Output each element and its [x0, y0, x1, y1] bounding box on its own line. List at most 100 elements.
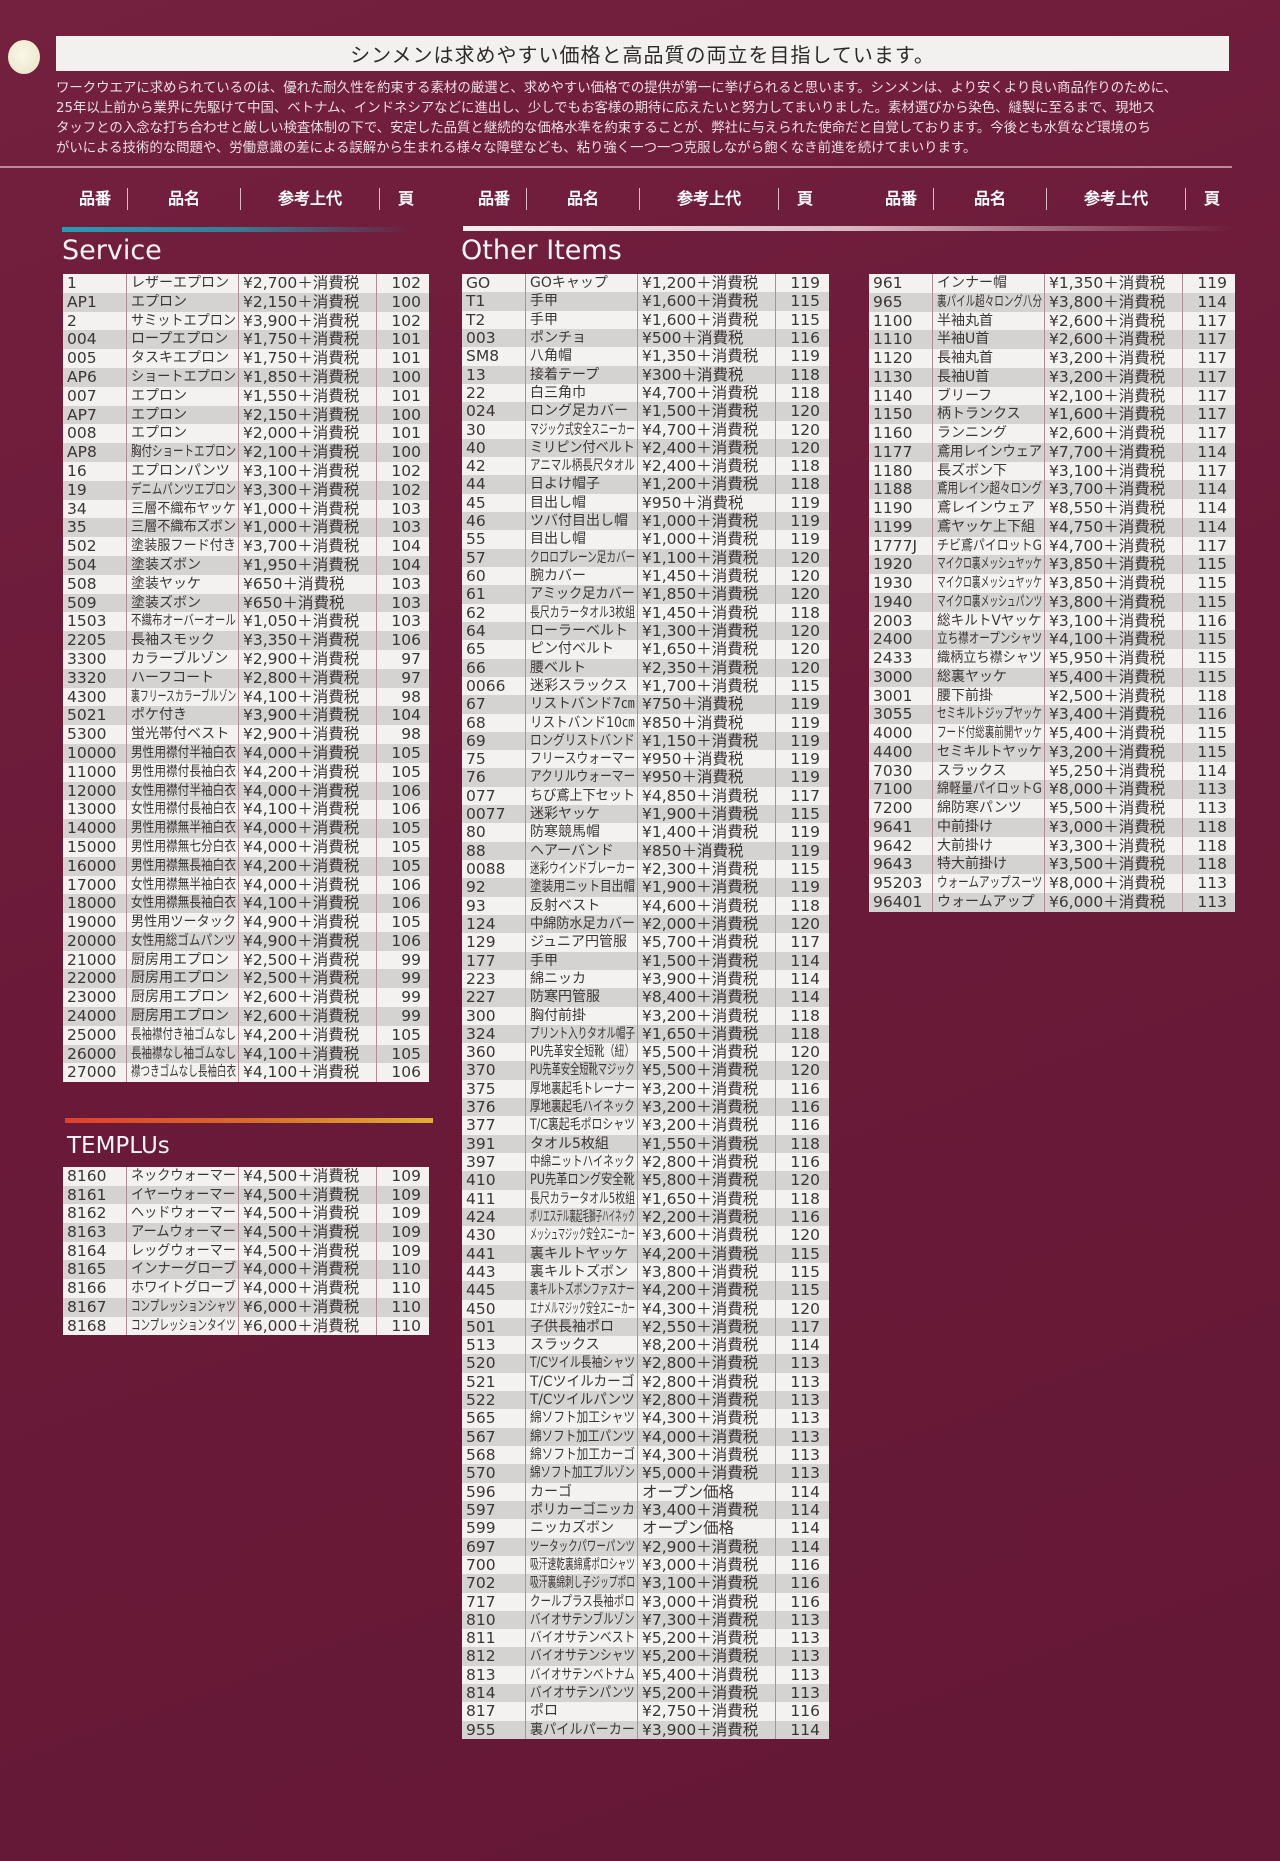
cell-price: ¥2,800＋消費税 — [638, 1153, 776, 1172]
cell-name: エナメルマジック安全スニーカー — [526, 1299, 638, 1318]
cell-price: ¥4,100＋消費税 — [239, 800, 377, 820]
cell-price: ¥4,100＋消費税 — [239, 687, 377, 707]
cell-page: 105 — [391, 1025, 421, 1044]
cell-name: ロング足カバー — [526, 402, 638, 421]
cell-page: 114 — [790, 1537, 820, 1556]
cell-page: 120 — [790, 1061, 820, 1080]
item-name: 鳶用レインウェア — [937, 443, 1042, 460]
cell-code: 227 — [462, 988, 526, 1007]
table-row: 1503 不織布オーバーオール ¥1,050＋消費税 103 — [63, 612, 429, 632]
item-name: ミリピン付ベルト — [530, 439, 635, 456]
table-row: 95203 ウォームアップスーツ ¥8,000＋消費税 113 — [869, 874, 1235, 893]
item-name: 女性用襟付半袖白衣 — [131, 782, 236, 799]
cell-code: 697 — [462, 1537, 526, 1556]
cell-price: ¥4,000＋消費税 — [239, 837, 377, 857]
cell-name: 八角帽 — [526, 347, 638, 366]
item-name: インナー帽 — [937, 275, 1007, 291]
cell-page: 115 — [1197, 649, 1227, 667]
cell-code: 24000 — [63, 1007, 127, 1026]
table-row: 504 塗装ズボン ¥1,950＋消費税 104 — [63, 555, 429, 575]
cell-code: 25000 — [63, 1025, 127, 1045]
item-name: リストバンド7㎝ — [530, 696, 635, 713]
cell-page: 119 — [790, 713, 820, 732]
cell-code: 3300 — [63, 649, 127, 669]
cell-price: ¥2,100＋消費税 — [239, 443, 377, 462]
column-header-page: 頁 — [796, 189, 813, 208]
item-name: 厨房用エプロン — [131, 989, 229, 1006]
table-row: 14000 男性用襟無半袖白衣 ¥4,000＋消費税 105 — [63, 819, 429, 838]
cell-page: 106 — [391, 875, 421, 894]
cell-name: 特大前掛け — [933, 855, 1045, 874]
cell-price: ¥2,600＋消費税 — [1045, 424, 1183, 443]
table-row: 004 ロープエプロン ¥1,750＋消費税 101 — [63, 330, 429, 350]
cell-code: 2003 — [869, 611, 933, 631]
item-name: タスキエプロン — [131, 350, 229, 367]
cell-code: 1777J — [869, 536, 933, 556]
table-row: 700 吸汗速乾裏綿鳶ポロシャツ ¥3,000＋消費税 116 — [462, 1555, 829, 1575]
cell-code: 14000 — [63, 819, 127, 838]
cell-page: 119 — [790, 731, 820, 750]
table-row: 76 アクリルウォーマー ¥950＋消費税 119 — [462, 768, 829, 787]
cell-price: ¥3,200＋消費税 — [1045, 742, 1183, 762]
cell-code: 700 — [462, 1555, 526, 1575]
item-name: 男性用襟無七分白衣 — [131, 838, 236, 855]
cell-price: ¥5,950＋消費税 — [1045, 649, 1183, 668]
item-name: 綿ソフト加工ブルゾン — [530, 1465, 635, 1482]
cell-code: 42 — [462, 457, 526, 476]
item-name: ジュニア円管服 — [530, 934, 628, 951]
cell-name: 裏フリースカラーブルゾン — [127, 687, 239, 707]
item-name: ロングリストバンド — [530, 732, 635, 749]
cell-page: 120 — [790, 1226, 820, 1245]
cell-page: 116 — [790, 1702, 820, 1721]
cell-price: ¥950＋消費税 — [638, 768, 776, 787]
cell-code: 67 — [462, 695, 526, 714]
cell-name: 白三角巾 — [526, 383, 638, 403]
intro-line: タッフとの入念な打ち合わせと厳しい検査体制の下で、安定した品質と継続的な価格水準… — [56, 121, 1151, 136]
table-row: 596 カーゴ オープン価格 114 — [462, 1482, 829, 1501]
cell-price: ¥4,300＋消費税 — [638, 1446, 776, 1465]
table-row: 370 PU先革安全短靴マジック ¥5,500＋消費税 120 — [462, 1061, 829, 1080]
service-table: 1 レザーエプロン ¥2,700＋消費税 102 AP1 エプロン ¥2,150＋消費税 10… — [63, 274, 429, 1083]
cell-name: T/Cツイル長袖シャツ — [526, 1354, 638, 1373]
cell-price: ¥1,100＋消費税 — [638, 548, 776, 567]
cell-name: 中綿防水足カバー — [526, 914, 638, 934]
cell-page: 113 — [1197, 780, 1227, 799]
cell-name: 反射ベスト — [526, 896, 638, 915]
cell-price: オープン価格 — [638, 1482, 776, 1501]
cell-page: 114 — [790, 1482, 820, 1501]
table-row: 25000 長袖襟付き袖ゴムなし ¥4,200＋消費税 105 — [63, 1025, 429, 1045]
cell-page: 101 — [391, 349, 421, 368]
cell-page: 104 — [391, 537, 421, 556]
cell-price: ¥4,300＋消費税 — [638, 1299, 776, 1318]
cell-price: ¥4,000＋消費税 — [239, 1279, 377, 1298]
cell-price: ¥4,000＋消費税 — [239, 1260, 377, 1280]
table-row: 817 ポロ ¥2,750＋消費税 116 — [462, 1702, 829, 1721]
cell-code: 445 — [462, 1281, 526, 1300]
cell-name: エプロン — [127, 386, 239, 406]
cell-page: 113 — [790, 1665, 820, 1684]
table-row: 13000 女性用襟付長袖白衣 ¥4,100＋消費税 106 — [63, 800, 429, 820]
table-row: 35 三層不織布ズボン ¥1,000＋消費税 103 — [63, 518, 429, 538]
cell-name: 女性用襟付長袖白衣 — [127, 800, 239, 820]
cell-price: ¥6,000＋消費税 — [239, 1316, 377, 1336]
cell-name: 半袖丸首 — [933, 311, 1045, 331]
cell-price: ¥3,100＋消費税 — [239, 461, 377, 481]
table-row: AP1 エプロン ¥2,150＋消費税 100 — [63, 292, 429, 312]
cell-page: 101 — [391, 386, 421, 405]
cell-name: サミットエプロン — [127, 311, 239, 331]
cell-price: ¥4,000＋消費税 — [239, 781, 377, 801]
cell-name: 総裏ヤッケ — [933, 667, 1045, 687]
cell-price: ¥4,700＋消費税 — [1045, 536, 1183, 556]
cell-price: ¥3,200＋消費税 — [638, 1116, 776, 1135]
cell-price: ¥750＋消費税 — [638, 695, 776, 714]
table-row: 18000 女性用襟無長袖白衣 ¥4,100＋消費税 106 — [63, 894, 429, 914]
cell-code: 599 — [462, 1519, 526, 1538]
cell-name: 綿軽量パイロットG — [933, 780, 1045, 799]
cell-page: 113 — [1197, 892, 1227, 911]
cell-code: 4000 — [869, 724, 933, 743]
cell-price: ¥5,500＋消費税 — [638, 1043, 776, 1062]
table-row: 20000 女性用総ゴムパンツ ¥4,900＋消費税 106 — [63, 931, 429, 951]
item-name: セミキルトジップヤッケ — [937, 706, 1042, 723]
item-name: 不織布オーバーオール — [131, 613, 236, 630]
cell-code: 61 — [462, 585, 526, 604]
